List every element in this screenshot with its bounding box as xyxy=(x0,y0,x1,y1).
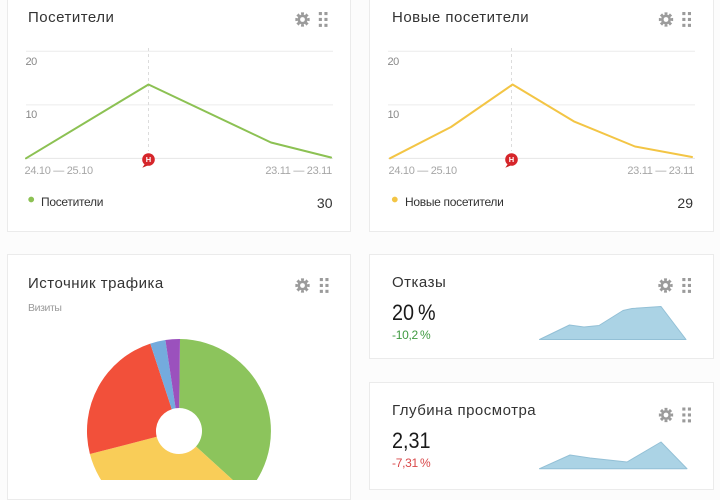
svg-text:Н: Н xyxy=(509,155,514,164)
svg-text:Н: Н xyxy=(146,155,151,164)
